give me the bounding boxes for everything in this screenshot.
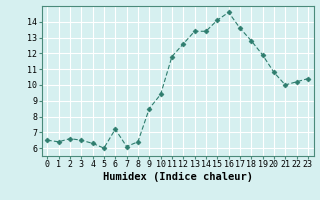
X-axis label: Humidex (Indice chaleur): Humidex (Indice chaleur)	[103, 172, 252, 182]
